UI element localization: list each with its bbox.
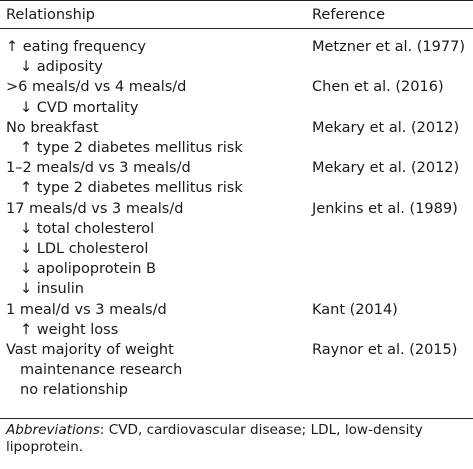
header-bottom-rule	[0, 28, 473, 29]
table-bottom-rule	[0, 418, 473, 419]
relationship-line: 17 meals/d vs 3 meals/d	[6, 200, 184, 217]
header-relationship: Relationship	[6, 7, 96, 23]
relationship-line: ↑ eating frequency	[6, 39, 147, 55]
table-footnote: Abbreviations: CVD, cardiovascular disea…	[6, 422, 461, 455]
relationship-line: 1–2 meals/d vs 3 meals/d	[6, 160, 191, 177]
relationship-cell: ↑ eating frequency ↓ adiposity	[6, 37, 146, 77]
table-row: >6 meals/d vs 4 meals/d ↓ CVD mortality Ch…	[0, 77, 473, 117]
relationship-subline: ↓ adiposity	[20, 59, 103, 76]
relationship-line: >6 meals/d vs 4 meals/d	[6, 79, 187, 96]
relationship-cell: No breakfast ↑ type 2 diabetes mellitus r…	[6, 118, 243, 158]
relationship-cell: 1 meal/d vs 3 meals/d ↑ weight loss	[6, 300, 167, 340]
relationship-cell: Vast majority of weight maintenance resea…	[6, 340, 182, 401]
reference-cell: Kant (2014)	[312, 301, 398, 318]
relationship-subline: ↓ CVD mortality	[20, 99, 139, 116]
relationship-subline: ↑ type 2 diabetes mellitus risk	[20, 139, 243, 156]
reference-cell: Jenkins et al. (1989)	[312, 200, 458, 217]
relationship-line: 1 meal/d vs 3 meals/d	[6, 301, 167, 318]
table-top-rule	[0, 0, 473, 1]
relationship-cell: 1–2 meals/d vs 3 meals/d ↑ type 2 diabete…	[6, 158, 243, 198]
relationship-subline: maintenance research	[20, 362, 183, 379]
footnote-label: Abbreviations	[6, 422, 100, 438]
relationship-line: No breakfast	[6, 119, 99, 136]
relationship-subline: ↑ type 2 diabetes mellitus risk	[20, 180, 243, 197]
table-row: 1 meal/d vs 3 meals/d ↑ weight loss Kant (…	[0, 300, 473, 340]
reference-cell: Chen et al. (2016)	[312, 79, 444, 96]
footnote-text: : CVD, cardiovascular disease; LDL, low-…	[6, 422, 423, 455]
table-row: Vast majority of weight maintenance resea…	[0, 340, 473, 401]
table-row: No breakfast ↑ type 2 diabetes mellitus r…	[0, 118, 473, 158]
relationship-cell: >6 meals/d vs 4 meals/d ↓ CVD mortality	[6, 77, 186, 117]
reference-cell: Mekary et al. (2012)	[312, 119, 460, 136]
table-row: ↑ eating frequency ↓ adiposity Metzner et …	[0, 37, 473, 77]
relationship-subline: ↓ total cholesterol	[20, 220, 155, 237]
table-body: ↑ eating frequency ↓ adiposity Metzner et …	[0, 37, 473, 401]
relationship-subline: ↓ apolipoprotein B	[20, 261, 156, 278]
relationship-line: Vast majority of weight	[6, 341, 174, 358]
header-reference: Reference	[312, 7, 386, 23]
relationship-subline: ↓ LDL cholesterol	[20, 240, 149, 257]
relationship-subline: no relationship	[20, 382, 128, 399]
relationship-subline: ↑ weight loss	[20, 321, 119, 338]
relationship-subline: ↓ insulin	[20, 281, 84, 298]
table-row: 1–2 meals/d vs 3 meals/d ↑ type 2 diabete…	[0, 158, 473, 198]
reference-cell: Raynor et al. (2015)	[312, 341, 458, 358]
reference-cell: Metzner et al. (1977)	[312, 39, 465, 55]
table-row: 17 meals/d vs 3 meals/d ↓ total cholester…	[0, 199, 473, 300]
relationship-cell: 17 meals/d vs 3 meals/d ↓ total cholester…	[6, 199, 183, 300]
reference-cell: Mekary et al. (2012)	[312, 160, 460, 177]
